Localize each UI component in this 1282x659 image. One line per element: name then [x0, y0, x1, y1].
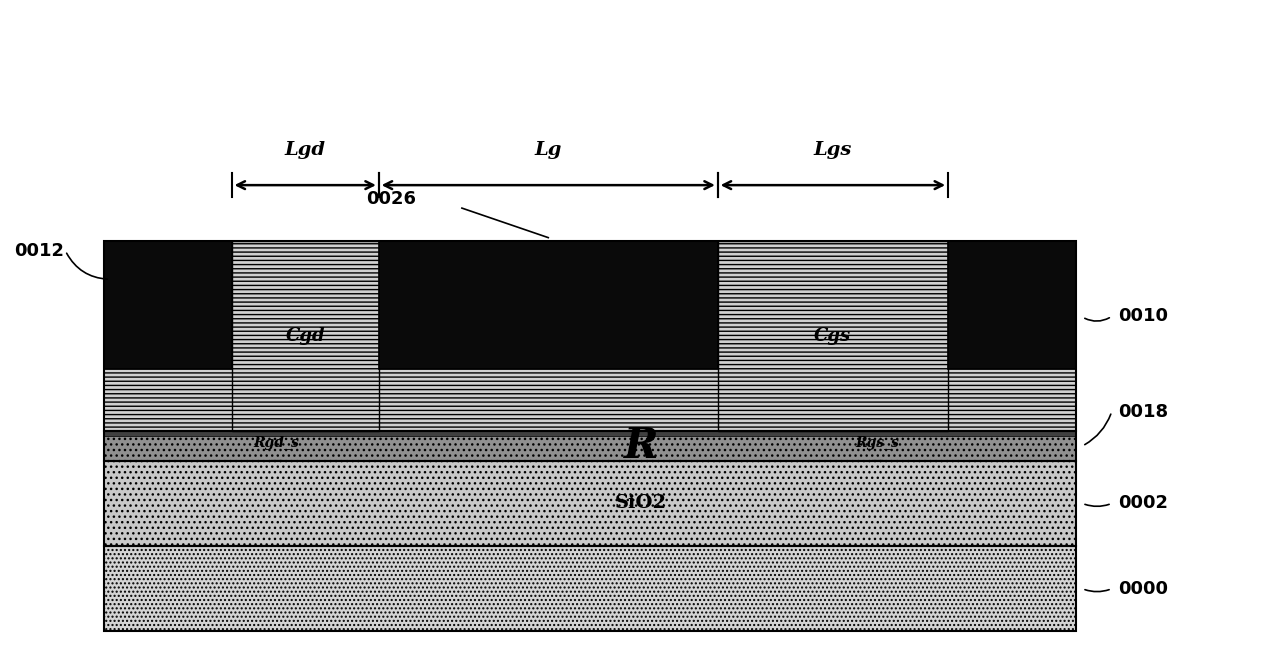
- Bar: [104, 241, 232, 369]
- Text: Rgs_s: Rgs_s: [856, 436, 900, 449]
- Text: 0018: 0018: [1118, 403, 1168, 420]
- FancyArrowPatch shape: [1085, 318, 1109, 321]
- Text: SiO2: SiO2: [615, 494, 667, 513]
- Bar: [104, 431, 1076, 436]
- Bar: [104, 431, 1076, 461]
- Bar: [232, 241, 378, 431]
- Bar: [104, 546, 1076, 631]
- Text: 0010: 0010: [1118, 307, 1168, 326]
- Bar: [232, 241, 378, 431]
- Text: Lgd: Lgd: [285, 141, 326, 159]
- Text: 0000: 0000: [1118, 580, 1168, 598]
- Bar: [718, 241, 947, 431]
- Text: 0002: 0002: [1118, 494, 1168, 513]
- Text: Cgs: Cgs: [814, 327, 851, 345]
- Text: 0012: 0012: [14, 242, 64, 260]
- Bar: [104, 461, 1076, 546]
- FancyArrowPatch shape: [67, 253, 108, 279]
- Text: Rgd_s: Rgd_s: [254, 436, 299, 449]
- Bar: [104, 241, 1076, 431]
- Bar: [104, 461, 1076, 546]
- Bar: [718, 241, 947, 431]
- Bar: [104, 431, 1076, 461]
- Bar: [947, 241, 1076, 369]
- Bar: [104, 546, 1076, 631]
- Text: Lg: Lg: [535, 141, 562, 159]
- Text: R: R: [623, 425, 659, 467]
- FancyArrowPatch shape: [1085, 504, 1109, 506]
- Text: __: __: [872, 451, 883, 461]
- FancyArrowPatch shape: [1085, 414, 1110, 445]
- Bar: [378, 241, 718, 369]
- Text: Lgs: Lgs: [814, 141, 853, 159]
- FancyArrowPatch shape: [1085, 590, 1109, 592]
- Text: Cgd: Cgd: [286, 327, 326, 345]
- Bar: [104, 241, 1076, 431]
- Text: __: __: [271, 451, 282, 461]
- Text: 0026: 0026: [367, 190, 417, 208]
